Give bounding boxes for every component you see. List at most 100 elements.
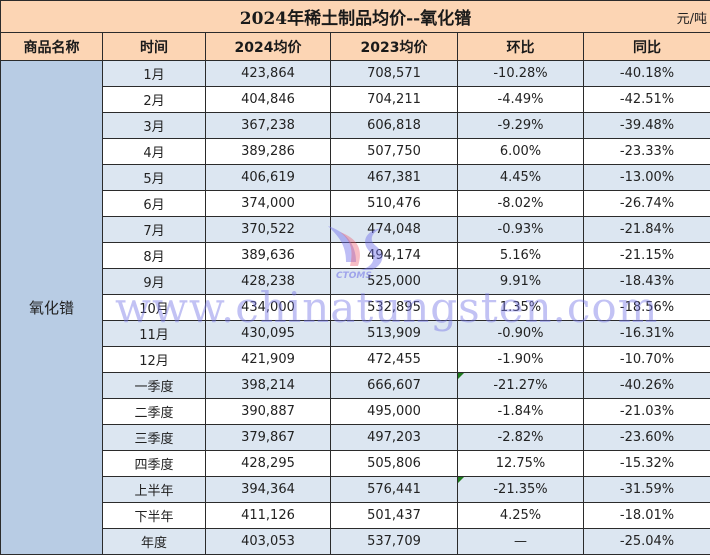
period-cell: 5月 (102, 164, 206, 191)
mom-cell: 4.45% (457, 164, 584, 191)
period-cell: 二季度 (102, 398, 206, 425)
table-row: 12月 421,909 472,455 -1.90% -10.70% (1, 346, 710, 373)
avg2023-cell: 495,000 (330, 398, 458, 425)
table-row: 四季度 428,295 505,806 12.75% -15.32% (1, 450, 710, 477)
table-row: 氧化镨 1月 423,864 708,571 -10.28% -40.18% (0, 60, 710, 555)
column-header-avg2023: 2023均价 (330, 32, 458, 61)
avg2024-cell: 411,126 (205, 502, 331, 529)
yoy-cell: -13.00% (582, 164, 710, 191)
period-cell: 3月 (102, 112, 206, 139)
avg2023-cell: 708,571 (330, 60, 458, 87)
avg2024-cell: 428,295 (205, 450, 331, 477)
avg2024-cell: 398,214 (205, 372, 331, 399)
avg2024-cell: 404,846 (205, 86, 331, 113)
period-cell: 1月 (102, 60, 206, 87)
avg2024-cell: 428,238 (205, 268, 331, 295)
table-row: 11月 430,095 513,909 -0.90% -16.31% (1, 320, 710, 347)
period-cell: 年度 (102, 528, 206, 555)
avg2023-cell: 510,476 (330, 190, 458, 217)
table-row: 3月 367,238 606,818 -9.29% -39.48% (1, 112, 710, 139)
avg2023-cell: 513,909 (330, 320, 458, 347)
avg2023-cell: 472,455 (330, 346, 458, 373)
period-cell: 11月 (102, 320, 206, 347)
table-row: 5月 406,619 467,381 4.45% -13.00% (1, 164, 710, 191)
table-row: 二季度 390,887 495,000 -1.84% -21.03% (1, 398, 710, 425)
mom-cell: 1.35% (457, 294, 584, 321)
yoy-cell: -21.03% (582, 398, 710, 425)
mom-cell: — (457, 528, 584, 555)
mom-cell: -9.29% (457, 112, 584, 139)
avg2023-cell: 704,211 (330, 86, 458, 113)
mom-cell: 6.00% (457, 138, 584, 165)
period-cell: 一季度 (102, 372, 206, 399)
avg2024-cell: 403,053 (205, 528, 331, 555)
period-cell: 2月 (102, 86, 206, 113)
period-cell: 三季度 (102, 424, 206, 451)
period-cell: 9月 (102, 268, 206, 295)
table-title-cell: 2024年稀土制品均价--氧化镨 元/吨 (0, 0, 710, 33)
column-header-avg2024: 2024均价 (205, 32, 331, 61)
period-cell: 4月 (102, 138, 206, 165)
mom-cell: -0.90% (457, 320, 584, 347)
avg2024-cell: 423,864 (205, 60, 331, 87)
avg2024-cell: 389,636 (205, 242, 331, 269)
period-cell: 7月 (102, 216, 206, 243)
mom-cell: -1.90% (457, 346, 584, 373)
avg2023-cell: 532,895 (330, 294, 458, 321)
table-title: 2024年稀土制品均价--氧化镨 (239, 9, 472, 29)
table-body: 氧化镨 1月 423,864 708,571 -10.28% -40.18% 2月 404,8… (0, 60, 710, 555)
yoy-cell: -31.59% (582, 476, 710, 503)
avg2024-cell: 434,000 (205, 294, 331, 321)
mom-cell: -10.28% (457, 60, 584, 87)
column-header-row: 商品名称 时间 2024均价 2023均价 环比 同比 (0, 32, 710, 61)
product-name-cell: 氧化镨 (0, 60, 103, 555)
avg2023-cell: 537,709 (330, 528, 458, 555)
yoy-cell: -23.60% (582, 424, 710, 451)
table-row: 一季度 398,214 666,607 -21.27% -40.26% (1, 372, 710, 399)
yoy-cell: -10.70% (582, 346, 710, 373)
table-row: 下半年 411,126 501,437 4.25% -18.01% (1, 502, 710, 529)
avg2023-cell: 501,437 (330, 502, 458, 529)
yoy-cell: -26.74% (582, 190, 710, 217)
avg2023-cell: 525,000 (330, 268, 458, 295)
yoy-cell: -21.84% (582, 216, 710, 243)
avg2024-cell: 421,909 (205, 346, 331, 373)
avg2024-cell: 394,364 (205, 476, 331, 503)
avg2023-cell: 507,750 (330, 138, 458, 165)
table-row: 4月 389,286 507,750 6.00% -23.33% (1, 138, 710, 165)
mom-cell: -8.02% (457, 190, 584, 217)
table-row: 9月 428,238 525,000 9.91% -18.43% (1, 268, 710, 295)
avg2023-cell: 666,607 (330, 372, 458, 399)
yoy-cell: -25.04% (582, 528, 710, 555)
avg2023-cell: 494,174 (330, 242, 458, 269)
yoy-cell: -21.15% (582, 242, 710, 269)
table-row: 10月 434,000 532,895 1.35% -18.56% (1, 294, 710, 321)
mom-cell: -21.35% (457, 476, 584, 503)
avg2024-cell: 370,522 (205, 216, 331, 243)
table-row: 年度 403,053 537,709— -25.04% (1, 528, 710, 555)
unit-label: 元/吨 (676, 12, 708, 27)
column-header-mom: 环比 (457, 32, 584, 61)
table-row: 6月 374,000 510,476 -8.02% -26.74% (1, 190, 710, 217)
column-header-yoy: 同比 (582, 32, 710, 61)
mom-cell: -4.49% (457, 86, 584, 113)
avg2023-cell: 576,441 (330, 476, 458, 503)
table-row: 三季度 379,867 497,203 -2.82% -23.60% (1, 424, 710, 451)
yoy-cell: -15.32% (582, 450, 710, 477)
table-row: 2月 404,846 704,211 -4.49% -42.51% (1, 86, 710, 113)
avg2024-cell: 390,887 (205, 398, 331, 425)
yoy-cell: -18.01% (582, 502, 710, 529)
yoy-cell: -39.48% (582, 112, 710, 139)
column-header-period: 时间 (102, 32, 206, 61)
avg2024-cell: 379,867 (205, 424, 331, 451)
yoy-cell: -23.33% (582, 138, 710, 165)
avg2024-cell: 367,238 (205, 112, 331, 139)
yoy-cell: -16.31% (582, 320, 710, 347)
period-cell: 12月 (102, 346, 206, 373)
avg2023-cell: 505,806 (330, 450, 458, 477)
avg2023-cell: 467,381 (330, 164, 458, 191)
avg2024-cell: 374,000 (205, 190, 331, 217)
table-row: 上半年 394,364 576,441 -21.35% -31.59% (1, 476, 710, 503)
